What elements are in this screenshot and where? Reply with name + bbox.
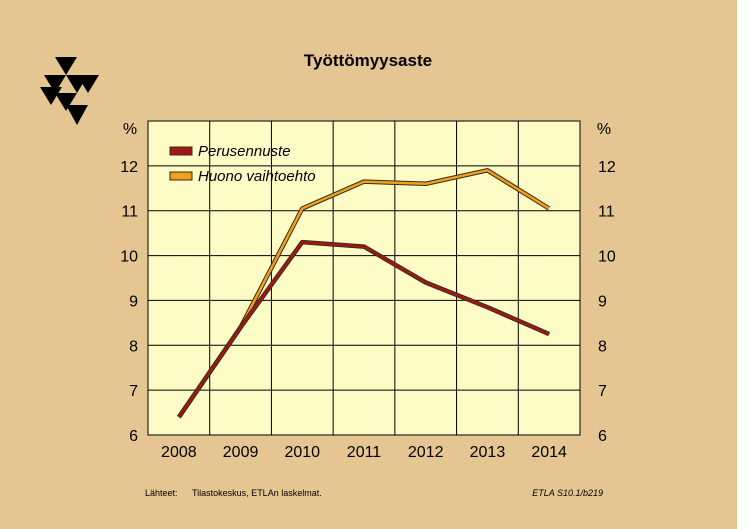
chart-title: Työttömyysaste [304, 51, 432, 70]
series-line-perusennuste [177, 240, 550, 418]
series-lines [177, 168, 551, 419]
x-tick-label: 2009 [223, 444, 259, 461]
y-axis-left-unit: % [123, 121, 137, 138]
y-tick-label-left: 10 [120, 249, 138, 266]
y-axis-right-unit: % [597, 121, 611, 138]
figure-code: ETLA S10.1/b219 [532, 488, 603, 498]
x-tick-label: 2012 [408, 444, 444, 461]
legend-swatch-huono-vaihtoehto [169, 171, 193, 181]
y-tick-label-right: 6 [598, 428, 607, 445]
y-tick-label-right: 8 [598, 338, 607, 355]
legend-label-perusennuste: Perusennuste [198, 143, 291, 160]
y-tick-label-left: 6 [129, 428, 138, 445]
legend-swatch-perusennuste [169, 146, 193, 156]
source-label: Lähteet: [145, 488, 178, 498]
plot-area [147, 120, 581, 436]
x-tick-label: 2011 [347, 444, 382, 461]
y-tick-label-right: 11 [598, 204, 615, 221]
legend: Perusennuste Huono vaihtoehto [169, 143, 316, 185]
x-tick-label: 2010 [284, 444, 320, 461]
y-axis-right: 6 7 8 9 10 11 12 [598, 159, 616, 445]
x-axis: 2008 2009 2010 2011 2012 2013 2014 [161, 444, 567, 461]
y-tick-label-right: 9 [598, 293, 607, 310]
y-tick-label-right: 12 [598, 159, 616, 176]
y-tick-label-left: 7 [129, 383, 138, 400]
y-tick-label-left: 9 [129, 293, 138, 310]
x-tick-label: 2008 [161, 444, 197, 461]
legend-label-huono-vaihtoehto: Huono vaihtoehto [198, 168, 316, 185]
y-tick-label-left: 11 [121, 204, 138, 221]
x-tick-label: 2014 [531, 444, 567, 461]
y-tick-label-left: 8 [129, 338, 138, 355]
etla-triangles-logo [40, 57, 99, 125]
grid-lines [148, 121, 580, 435]
y-tick-label-right: 10 [598, 249, 616, 266]
y-axis-left: 6 7 8 9 10 11 12 [120, 159, 138, 445]
source-text: Tilastokeskus, ETLAn laskelmat. [192, 488, 322, 498]
x-tick-label: 2013 [470, 444, 506, 461]
y-tick-label-left: 12 [120, 159, 138, 176]
y-tick-label-right: 7 [598, 383, 607, 400]
